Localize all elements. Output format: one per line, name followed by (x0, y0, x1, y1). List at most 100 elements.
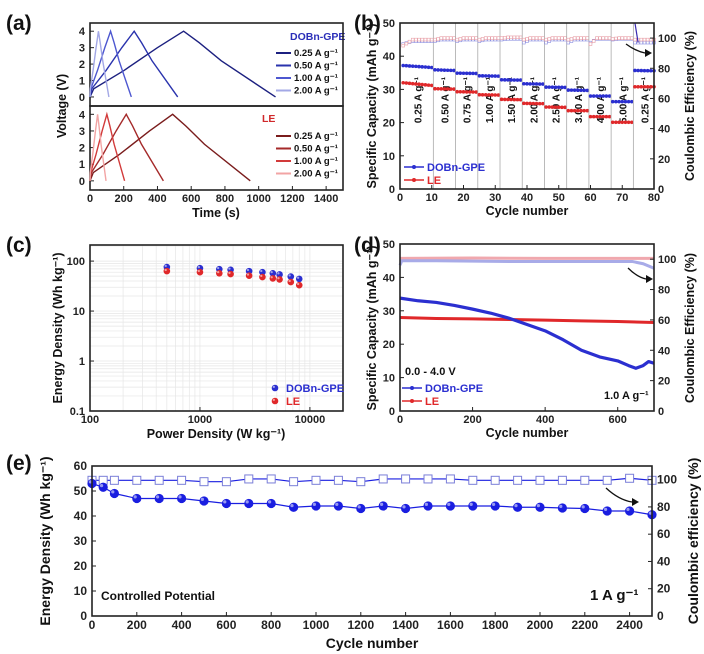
b-le-capacity-point (642, 84, 647, 89)
c-dobn-point-highlight (296, 276, 300, 279)
e-energy-point (356, 503, 366, 514)
b-le-capacity-point (515, 97, 520, 102)
b-y2label: Coulombic Efficiency (%) (683, 31, 697, 181)
b-le-ce-point (579, 36, 583, 40)
b-dobn-capacity-point (493, 74, 498, 78)
e-energy-point-highlight (469, 502, 473, 507)
e-ce-point (401, 474, 411, 484)
b-rate-label: 2.50 A g⁻¹ (552, 76, 563, 123)
b-dobn-capacity-point (455, 71, 459, 75)
b-dobn-capacity-point (639, 68, 644, 73)
c-le-point-highlight (270, 276, 273, 279)
c-ytick-label: 1 (79, 356, 85, 368)
b-dobn-capacity-point (576, 88, 580, 93)
a-legend-label: 2.00 A g⁻¹ (294, 86, 338, 97)
a-xtick-label: 1000 (246, 193, 270, 205)
b-le-ce-point (541, 36, 545, 40)
c-legend-marker (271, 384, 279, 392)
panel-label-c: (c) (6, 234, 32, 257)
b-le-capacity-point (410, 81, 415, 86)
b-dobn-capacity-point (407, 64, 412, 68)
b-ytick-label: 0 (389, 184, 395, 196)
b-le-ce-point (534, 36, 539, 40)
b-le-capacity-point (566, 108, 571, 113)
b-dobn-capacity-point (442, 68, 447, 72)
b-le-ce-point (455, 37, 459, 42)
b-le-ce-point (614, 36, 618, 41)
b-le-capacity-point (490, 93, 494, 97)
b-le-ce-point (572, 36, 577, 40)
b-le-capacity-point (401, 80, 405, 85)
b-le-ce-point (531, 36, 536, 40)
e-energy-point (580, 503, 590, 514)
d-ce-axis-arrow-icon (627, 267, 647, 280)
b-dobn-capacity-point (604, 94, 609, 98)
b-le-ce-point (633, 37, 637, 42)
b-xlabel: Cycle number (486, 204, 569, 218)
b-le-ce-point (499, 36, 504, 40)
e-energy-point (109, 488, 119, 499)
a-xtick-label: 800 (216, 193, 234, 205)
a-legend-label: 1.00 A g⁻¹ (294, 73, 338, 84)
c-xtick-label: 1000 (188, 414, 212, 426)
e-energy-point-highlight (178, 495, 182, 499)
b-le-ce-point (449, 36, 453, 40)
e-energy-point (490, 501, 500, 511)
b-dobn-capacity-point (598, 94, 602, 98)
b-dobn-capacity-point (531, 82, 536, 86)
b-dobn-capacity-point (496, 74, 501, 78)
b-le-capacity-point (544, 105, 548, 109)
d-legend-label: DOBn-GPE (425, 383, 483, 395)
e-xtick-label: 200 (127, 618, 147, 632)
b-le-capacity-point (414, 82, 418, 86)
b-le-ce-point (420, 37, 424, 42)
c-dobn-point-highlight (288, 274, 291, 277)
b-rate-label: 0.25 A g⁻¹ (413, 76, 424, 123)
b-le-capacity-point (617, 120, 621, 125)
e-energy-point (199, 496, 209, 506)
e-ytick-label: 50 (74, 484, 88, 498)
c-le-point (295, 281, 303, 289)
b-le-ce-point (445, 36, 450, 40)
b-dobn-capacity-point (487, 74, 491, 78)
b-dobn-capacity-point (506, 78, 510, 82)
b-dobn-capacity-point (591, 94, 596, 98)
b-le-ce-point (598, 36, 602, 40)
b-dobn-capacity-point (502, 78, 507, 82)
e-energy-point (244, 498, 254, 509)
d-legend-label: LE (425, 396, 439, 408)
c-le-point (259, 273, 266, 281)
b-dobn-capacity-point (563, 85, 567, 90)
b-le-capacity-point (468, 90, 472, 94)
b-le-ce-point (626, 36, 631, 40)
b-dobn-capacity-point (642, 68, 647, 73)
c-le-point (287, 278, 295, 286)
b-le-capacity-point (534, 101, 539, 106)
b-le-ce-point (436, 37, 440, 41)
c-le-point-highlight (246, 273, 250, 276)
e-energy-point (445, 501, 455, 511)
b-dobn-capacity-point (579, 88, 583, 93)
d-legend-marker (410, 386, 414, 390)
a-legend-label: 1.00 A g⁻¹ (294, 156, 338, 167)
b-dobn-ce-point (649, 40, 653, 45)
b-le-capacity-point (522, 101, 526, 106)
b-dobn-capacity-point (468, 71, 472, 76)
b-le-capacity-point (499, 97, 504, 102)
b-le-ce-point (423, 37, 428, 42)
b-le-capacity-point (493, 93, 498, 97)
e-mode-label: Controlled Potential (101, 589, 215, 603)
b-dobn-capacity-point (623, 99, 628, 104)
b-legend-label: DOBn-GPE (427, 162, 485, 174)
e-energy-point (333, 501, 343, 511)
c-xtick-label: 10000 (295, 414, 326, 426)
d-y2tick-label: 20 (658, 376, 670, 388)
b-le-ce-point (410, 37, 415, 42)
e-ce-axis-arrow-icon (605, 487, 633, 503)
e-xtick-label: 2400 (616, 618, 643, 632)
a-gcd-curve (89, 114, 107, 181)
e-ce-point (535, 475, 545, 485)
b-le-capacity-point (477, 92, 482, 97)
a-ytick-label: 4 (79, 109, 86, 121)
b-le-ce-point (414, 37, 418, 42)
